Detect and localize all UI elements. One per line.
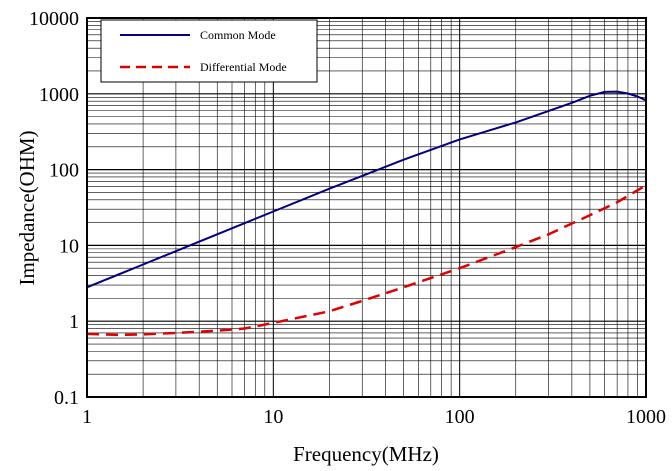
y-tick-label: 100 (49, 160, 79, 182)
x-tick-label: 1000 (626, 406, 666, 428)
x-tick-label: 100 (445, 406, 475, 428)
series-layer (86, 90, 647, 337)
y-tick-label: 0.1 (54, 387, 79, 409)
x-tick-label: 10 (263, 406, 283, 428)
x-axis-title: Frequency(MHz) (293, 442, 439, 466)
legend: Common Mode Differential Mode (100, 19, 318, 83)
y-tick-label: 10000 (29, 8, 79, 30)
y-axis-title: Impedance(OHM) (15, 130, 39, 285)
legend-box (100, 19, 318, 83)
y-tick-label: 10 (59, 235, 79, 257)
legend-label-differential-mode: Differential Mode (200, 60, 287, 74)
series-line-differential-mode (86, 184, 647, 337)
plot-frame (86, 17, 647, 398)
x-tick-label: 1 (82, 406, 92, 428)
y-tick-label: 1000 (39, 84, 79, 106)
series-line-common-mode (86, 90, 647, 289)
y-tick-label: 1 (69, 311, 79, 333)
legend-label-common-mode: Common Mode (200, 28, 276, 42)
